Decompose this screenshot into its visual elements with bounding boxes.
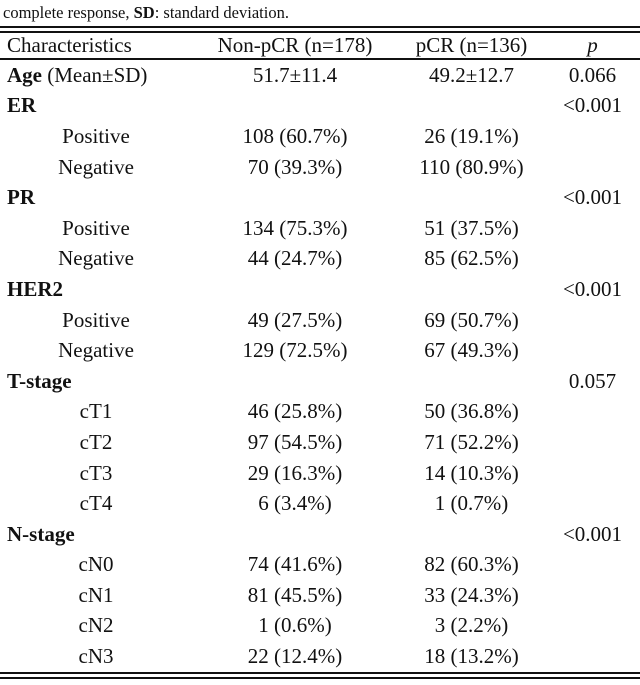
row-label: Positive (62, 123, 130, 148)
table-bottom-rule (0, 671, 640, 679)
table-row: Negative 44 (24.7%) 85 (62.5%) (0, 244, 640, 275)
pcr-value: 82 (60.3%) (424, 552, 519, 577)
p-value: 0.066 (568, 62, 617, 87)
pcr-value: 51 (37.5%) (424, 215, 519, 240)
table-row: PR <0.001 (0, 182, 640, 213)
pcr-value: 49.2±12.7 (428, 62, 515, 87)
non-pcr-value: 22 (12.4%) (247, 644, 343, 669)
characteristics-table: Characteristics Non-pCR (n=178) pCR (n=1… (0, 26, 640, 679)
row-label: Negative (58, 246, 134, 271)
table-row: cN1 81 (45.5%) 33 (24.3%) (0, 580, 640, 611)
column-header-non-pcr: Non-pCR (n=178) (217, 33, 373, 57)
non-pcr-value: 97 (54.5%) (247, 429, 343, 454)
caption-suffix: : standard deviation. (154, 3, 289, 22)
header-separator-rule (0, 58, 640, 60)
p-value: <0.001 (562, 93, 623, 118)
non-pcr-value: 51.7±11.4 (252, 62, 338, 87)
row-label-bold: Age (7, 62, 42, 87)
p-value: 0.057 (568, 368, 617, 393)
table-row: Positive 49 (27.5%) 69 (50.7%) (0, 305, 640, 336)
table-row: cT3 29 (16.3%) 14 (10.3%) (0, 458, 640, 489)
table-row: HER2 <0.001 (0, 274, 640, 305)
caption-bold-term: SD (133, 3, 155, 22)
table-header-row: Characteristics Non-pCR (n=178) pCR (n=1… (0, 33, 640, 58)
non-pcr-value: 6 (3.4%) (258, 491, 332, 516)
pcr-value: 26 (19.1%) (424, 123, 519, 148)
non-pcr-value: 49 (27.5%) (247, 307, 343, 332)
row-label: cT1 (79, 399, 113, 424)
row-label: ER (7, 93, 37, 118)
pcr-value: 67 (49.3%) (424, 338, 519, 363)
row-label: Positive (62, 215, 130, 240)
column-header-pcr: pCR (n=136) (415, 33, 528, 57)
table-body: Age (Mean±SD) 51.7±11.4 49.2±12.7 0.066 ER <0… (0, 60, 640, 672)
table-row: ER <0.001 (0, 91, 640, 122)
p-value: <0.001 (562, 185, 623, 210)
non-pcr-value: 46 (25.8%) (247, 399, 343, 424)
pcr-value: 50 (36.8%) (424, 399, 519, 424)
table-top-rule (0, 26, 640, 33)
table-row: Negative 129 (72.5%) 67 (49.3%) (0, 335, 640, 366)
row-label: cN2 (78, 613, 114, 638)
table-row: Negative 70 (39.3%) 110 (80.9%) (0, 152, 640, 183)
column-header-p: p (587, 33, 598, 57)
pcr-value: 69 (50.7%) (424, 307, 519, 332)
non-pcr-value: 74 (41.6%) (247, 552, 343, 577)
table-row: N-stage <0.001 (0, 519, 640, 550)
row-label: Negative (58, 154, 134, 179)
pcr-value: 3 (2.2%) (434, 613, 509, 638)
caption-prefix: complete response, (3, 3, 134, 22)
row-label: Positive (62, 307, 130, 332)
non-pcr-value: 29 (16.3%) (247, 460, 343, 485)
pcr-value: 85 (62.5%) (424, 246, 519, 271)
row-label: cN0 (78, 552, 114, 577)
table-row: cN2 1 (0.6%) 3 (2.2%) (0, 611, 640, 642)
table-row: cT1 46 (25.8%) 50 (36.8%) (0, 397, 640, 428)
table-row: Age (Mean±SD) 51.7±11.4 49.2±12.7 0.066 (0, 60, 640, 91)
non-pcr-value: 108 (60.7%) (242, 123, 348, 148)
pcr-value: 1 (0.7%) (434, 491, 509, 516)
pcr-value: 33 (24.3%) (424, 582, 519, 607)
non-pcr-value: 81 (45.5%) (247, 582, 343, 607)
non-pcr-value: 70 (39.3%) (247, 154, 343, 179)
row-label: cT4 (79, 491, 113, 516)
row-label-rest: (Mean±SD) (42, 62, 148, 87)
table-row: cN3 22 (12.4%) 18 (13.2%) (0, 641, 640, 672)
table-caption: complete response, SD: standard deviatio… (0, 0, 640, 26)
non-pcr-value: 129 (72.5%) (242, 338, 348, 363)
table-row: Positive 134 (75.3%) 51 (37.5%) (0, 213, 640, 244)
table-row: T-stage 0.057 (0, 366, 640, 397)
row-label: T-stage (7, 368, 72, 393)
non-pcr-value: 44 (24.7%) (247, 246, 343, 271)
row-label: cT3 (79, 460, 113, 485)
non-pcr-value: 1 (0.6%) (258, 613, 332, 638)
table-row: cT2 97 (54.5%) 71 (52.2%) (0, 427, 640, 458)
table-row: Positive 108 (60.7%) 26 (19.1%) (0, 121, 640, 152)
pcr-value: 14 (10.3%) (424, 460, 519, 485)
pcr-value: 71 (52.2%) (424, 429, 519, 454)
row-label: PR (7, 185, 35, 210)
row-label: cN3 (78, 644, 114, 669)
pcr-value: 18 (13.2%) (424, 644, 519, 669)
row-label: cT2 (79, 429, 113, 454)
column-header-characteristics: Characteristics (7, 33, 132, 57)
row-label: HER2 (7, 276, 64, 301)
non-pcr-value: 134 (75.3%) (242, 215, 348, 240)
row-label: Negative (58, 338, 134, 363)
row-label: cN1 (78, 582, 114, 607)
row-label: N-stage (7, 521, 75, 546)
p-value: <0.001 (562, 521, 623, 546)
pcr-value: 110 (80.9%) (419, 154, 524, 179)
p-value: <0.001 (562, 276, 623, 301)
table-row: cT4 6 (3.4%) 1 (0.7%) (0, 488, 640, 519)
table-row: cN0 74 (41.6%) 82 (60.3%) (0, 550, 640, 581)
row-label: Age (Mean±SD) (0, 62, 192, 87)
